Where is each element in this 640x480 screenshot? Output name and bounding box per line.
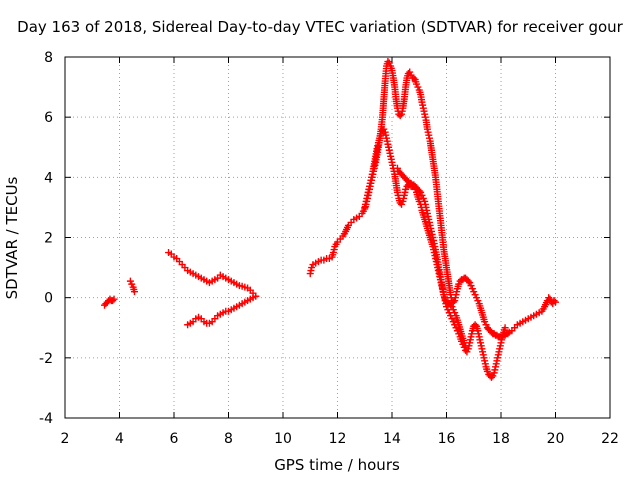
series-seg-b (126, 277, 138, 296)
series-seg-a (101, 295, 118, 309)
x-tick-label: 22 (601, 431, 619, 447)
data-point (110, 295, 118, 303)
data-point (471, 321, 479, 329)
data-point (462, 342, 470, 350)
chart-title: Day 163 of 2018, Sidereal Day-to-day VTE… (17, 18, 624, 36)
x-tick-label: 8 (224, 431, 233, 447)
series-seg-d (184, 292, 260, 329)
y-tick-label: 6 (44, 110, 53, 126)
series-seg-g (393, 164, 470, 350)
grid-lines (65, 57, 610, 418)
x-tick-label: 12 (329, 431, 347, 447)
data-series (101, 58, 559, 381)
y-tick-label: -4 (39, 411, 53, 427)
data-point (408, 181, 416, 189)
x-tick-label: 20 (547, 431, 565, 447)
data-point (252, 292, 260, 300)
y-tick-label: 0 (44, 291, 53, 307)
data-point (410, 74, 418, 82)
y-tick-label: -2 (39, 351, 53, 367)
data-point (501, 324, 509, 332)
data-point (109, 297, 117, 305)
x-tick-label: 4 (115, 431, 124, 447)
y-tick-label: 4 (44, 170, 53, 186)
data-point (545, 294, 553, 302)
data-point (464, 277, 472, 285)
data-point (550, 297, 558, 305)
x-tick-label: 10 (274, 431, 292, 447)
x-tick-label: 16 (438, 431, 456, 447)
data-point (447, 301, 455, 309)
data-point (552, 298, 559, 306)
y-tick-label: 2 (44, 231, 53, 247)
data-point (130, 288, 138, 296)
y-tick-labels: -4 -2 0 2 4 6 8 (39, 50, 53, 427)
x-tick-label: 14 (383, 431, 401, 447)
x-tick-label: 6 (170, 431, 179, 447)
x-axis-title: GPS time / hours (274, 456, 400, 474)
data-point (487, 373, 495, 381)
y-axis-title: SDTVAR / TECUs (3, 176, 21, 299)
data-point (396, 112, 404, 120)
x-tick-labels: 2 4 6 8 10 12 14 16 18 20 22 (61, 431, 619, 447)
data-point (504, 330, 512, 338)
y-tick-label: 8 (44, 50, 53, 66)
data-point (384, 58, 392, 66)
x-tick-label: 18 (492, 431, 510, 447)
x-tick-label: 2 (61, 431, 70, 447)
axis-ticks (64, 56, 611, 419)
series-seg-c (165, 249, 260, 300)
